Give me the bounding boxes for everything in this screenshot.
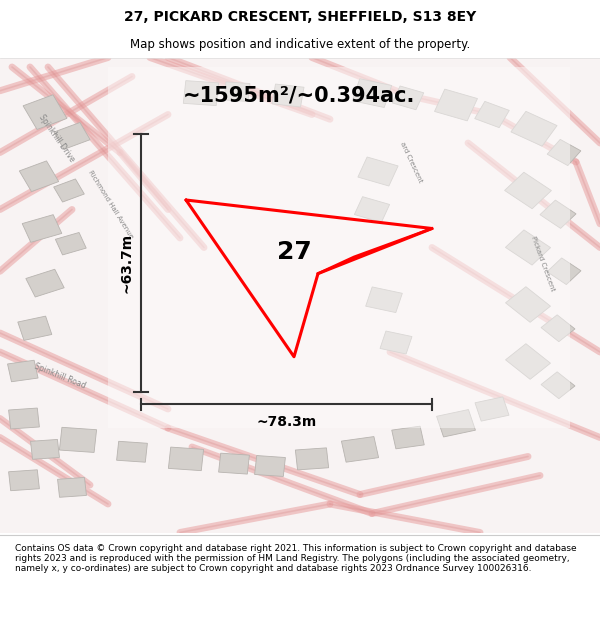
Polygon shape bbox=[8, 408, 40, 429]
Polygon shape bbox=[365, 287, 403, 312]
Text: ~63.7m: ~63.7m bbox=[119, 233, 133, 293]
Text: ~1595m²/~0.394ac.: ~1595m²/~0.394ac. bbox=[183, 86, 415, 106]
Polygon shape bbox=[8, 360, 38, 382]
Polygon shape bbox=[475, 101, 509, 127]
Polygon shape bbox=[8, 470, 40, 491]
Polygon shape bbox=[254, 456, 286, 476]
Polygon shape bbox=[31, 439, 59, 459]
Text: Spinkhill Drive: Spinkhill Drive bbox=[37, 113, 77, 164]
Polygon shape bbox=[26, 269, 64, 297]
Text: Pickard Crescent: Pickard Crescent bbox=[530, 236, 556, 292]
Polygon shape bbox=[358, 157, 398, 186]
Polygon shape bbox=[355, 197, 389, 222]
Polygon shape bbox=[53, 179, 85, 202]
Text: Richmond Hall Avenue: Richmond Hall Avenue bbox=[88, 169, 134, 240]
Polygon shape bbox=[505, 230, 551, 265]
Polygon shape bbox=[511, 111, 557, 146]
Polygon shape bbox=[341, 437, 379, 462]
Text: ard Crescent: ard Crescent bbox=[399, 141, 423, 183]
Text: Spinkhill Road: Spinkhill Road bbox=[33, 361, 87, 390]
Polygon shape bbox=[169, 447, 203, 471]
Polygon shape bbox=[295, 448, 329, 470]
Text: 27: 27 bbox=[277, 240, 311, 264]
Polygon shape bbox=[59, 428, 97, 452]
Polygon shape bbox=[541, 372, 575, 399]
Polygon shape bbox=[392, 426, 424, 449]
Text: Map shows position and indicative extent of the property.: Map shows position and indicative extent… bbox=[130, 38, 470, 51]
Polygon shape bbox=[352, 79, 392, 107]
Polygon shape bbox=[18, 316, 52, 341]
Polygon shape bbox=[506, 287, 550, 322]
Polygon shape bbox=[475, 397, 509, 421]
Polygon shape bbox=[392, 86, 424, 110]
Text: 27, PICKARD CRESCENT, SHEFFIELD, S13 8EY: 27, PICKARD CRESCENT, SHEFFIELD, S13 8EY bbox=[124, 10, 476, 24]
Polygon shape bbox=[541, 315, 575, 342]
Text: Contains OS data © Crown copyright and database right 2021. This information is : Contains OS data © Crown copyright and d… bbox=[15, 544, 577, 573]
Polygon shape bbox=[224, 82, 250, 101]
Polygon shape bbox=[22, 214, 62, 243]
Polygon shape bbox=[184, 81, 218, 106]
Polygon shape bbox=[108, 67, 570, 428]
Text: ~78.3m: ~78.3m bbox=[256, 415, 317, 429]
Polygon shape bbox=[23, 95, 67, 129]
Polygon shape bbox=[506, 344, 550, 379]
Polygon shape bbox=[58, 478, 86, 498]
Polygon shape bbox=[218, 453, 250, 474]
Polygon shape bbox=[437, 409, 475, 437]
Polygon shape bbox=[380, 331, 412, 354]
Polygon shape bbox=[505, 173, 551, 209]
Polygon shape bbox=[272, 84, 304, 107]
Polygon shape bbox=[55, 232, 86, 255]
Polygon shape bbox=[547, 258, 581, 284]
Polygon shape bbox=[540, 200, 576, 228]
Polygon shape bbox=[547, 139, 581, 166]
Polygon shape bbox=[116, 441, 148, 462]
Polygon shape bbox=[19, 161, 59, 192]
Polygon shape bbox=[54, 122, 90, 149]
Polygon shape bbox=[434, 89, 478, 121]
